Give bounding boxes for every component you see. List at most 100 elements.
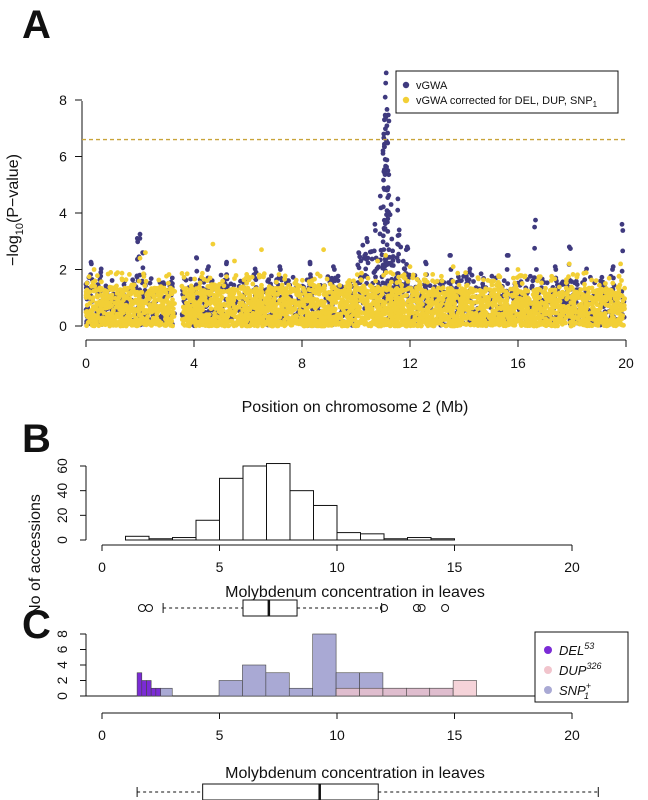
corrected-point xyxy=(95,273,100,279)
corrected-point xyxy=(331,298,337,304)
corrected-point xyxy=(114,283,119,289)
corrected-point xyxy=(578,321,584,326)
corrected-point xyxy=(196,308,202,313)
corrected-point xyxy=(170,306,176,311)
corrected-point xyxy=(266,284,272,289)
corrected-point xyxy=(554,302,560,308)
corrected-point xyxy=(493,311,499,316)
corrected-point xyxy=(406,285,412,291)
corrected-point xyxy=(491,287,497,293)
corrected-point xyxy=(267,317,273,322)
corrected-point xyxy=(550,296,555,302)
corrected-point xyxy=(528,301,534,306)
corrected-point xyxy=(340,318,346,324)
corrected-point xyxy=(573,310,579,315)
y-tick-label: 6 xyxy=(59,149,67,165)
corrected-point xyxy=(320,303,326,308)
corrected-point xyxy=(445,286,451,291)
vgwa-point xyxy=(466,277,472,283)
corrected-point xyxy=(606,275,612,281)
vgwa-peak-point xyxy=(382,94,388,100)
vgwa-point xyxy=(362,253,367,259)
corrected-point xyxy=(119,300,125,306)
corrected-point xyxy=(489,282,495,288)
x-ticks-a: 0 4 8 12 16 20 xyxy=(82,340,634,371)
corrected-point xyxy=(592,297,598,303)
corrected-point xyxy=(352,282,358,288)
vgwa-point xyxy=(367,249,373,255)
corrected-point xyxy=(464,307,470,313)
corrected-point xyxy=(121,294,127,300)
corrected-point xyxy=(574,274,580,280)
corrected-point xyxy=(315,310,321,315)
corrected-point xyxy=(239,322,245,328)
vgwa-point xyxy=(385,130,390,136)
corrected-point xyxy=(414,294,420,299)
corrected-point xyxy=(310,299,315,304)
corrected-point xyxy=(287,319,292,324)
vgwa-point xyxy=(619,268,625,274)
vgwa-point xyxy=(381,177,386,183)
corrected-point xyxy=(181,295,187,301)
corrected-point xyxy=(439,308,445,313)
corrected-point xyxy=(199,290,205,296)
corrected-point xyxy=(560,289,565,295)
corrected-point xyxy=(103,305,108,311)
corrected-point xyxy=(542,301,548,307)
corrected-point xyxy=(400,314,406,320)
vgwa-point xyxy=(218,272,224,278)
corrected-point xyxy=(114,312,119,317)
corrected-point xyxy=(377,316,383,321)
corrected-point xyxy=(346,309,352,314)
corrected-point xyxy=(136,278,142,284)
vgwa-point xyxy=(422,284,428,290)
vgwa-point xyxy=(582,277,588,283)
corrected-point xyxy=(349,298,354,304)
corrected-point xyxy=(621,305,627,311)
corrected-point xyxy=(408,307,414,313)
corrected-point xyxy=(128,284,134,290)
corrected-point xyxy=(412,314,418,320)
vgwa-point xyxy=(363,266,369,272)
corrected-point xyxy=(582,286,588,291)
corrected-point xyxy=(347,318,353,324)
corrected-point xyxy=(519,303,525,309)
corrected-point xyxy=(267,291,272,296)
corrected-point xyxy=(463,316,469,321)
corrected-point xyxy=(279,282,285,288)
corrected-point xyxy=(474,299,480,305)
corrected-point xyxy=(141,299,147,305)
corrected-point xyxy=(603,281,608,286)
corrected-point xyxy=(192,310,197,316)
corrected-point xyxy=(317,321,323,326)
corrected-point xyxy=(304,313,310,318)
corrected-point xyxy=(510,307,516,313)
corrected-point xyxy=(616,289,622,294)
vgwa-point xyxy=(380,264,386,269)
corrected-point xyxy=(169,315,175,321)
corrected-point xyxy=(89,314,95,320)
corrected-point xyxy=(424,299,430,304)
corrected-point xyxy=(355,312,361,318)
corrected-point xyxy=(293,313,299,318)
corrected-point xyxy=(328,289,334,295)
corrected-point xyxy=(164,273,169,279)
corrected-point xyxy=(586,323,592,329)
corrected-point xyxy=(468,299,473,305)
corrected-point xyxy=(421,293,427,299)
corrected-point xyxy=(208,291,214,296)
corrected-point xyxy=(199,319,205,324)
vgwa-point xyxy=(396,251,401,257)
vgwa-peak-point xyxy=(619,221,625,227)
corrected-point xyxy=(218,297,223,303)
corrected-point xyxy=(616,273,622,279)
corrected-point xyxy=(181,309,187,315)
corrected-point xyxy=(576,303,582,308)
corrected-point xyxy=(113,271,119,277)
corrected-point xyxy=(275,286,281,291)
corrected-point xyxy=(445,290,451,295)
corrected-point xyxy=(168,322,174,328)
corrected-point xyxy=(90,295,96,301)
corrected-point xyxy=(321,319,327,325)
corrected-point xyxy=(532,309,538,314)
